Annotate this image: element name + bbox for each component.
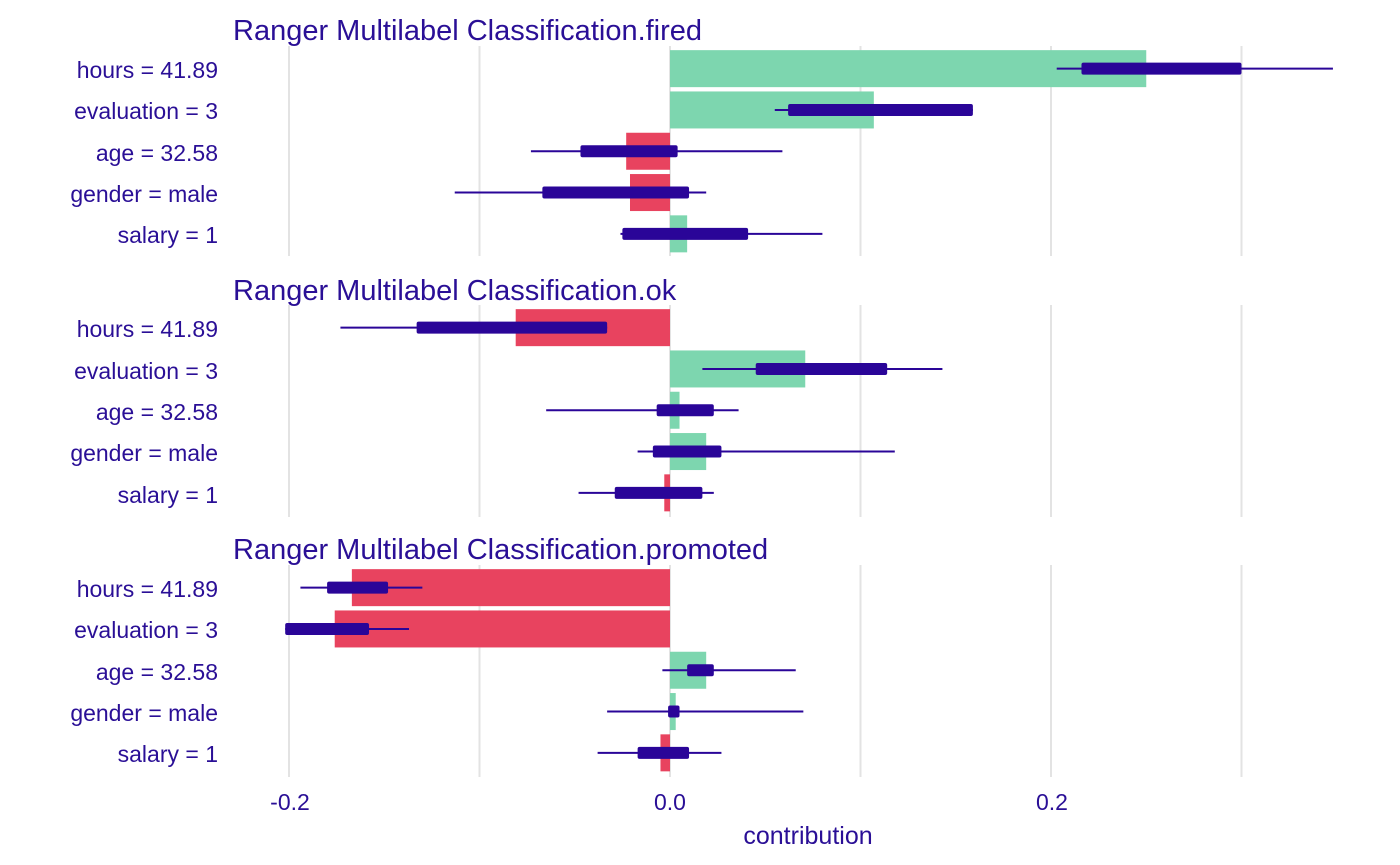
boxplot-box xyxy=(285,622,370,635)
row-label: evaluation = 3 xyxy=(74,617,218,643)
row-label: gender = male xyxy=(70,700,218,726)
row-label: hours = 41.89 xyxy=(77,57,218,83)
boxplot-box xyxy=(327,581,389,594)
row-label: gender = male xyxy=(70,440,218,466)
row-label: salary = 1 xyxy=(118,222,218,248)
panel-title-ok: Ranger Multilabel Classification.ok xyxy=(233,275,677,307)
x-tick-label-neg-0-2: -0.2 xyxy=(270,789,310,815)
boxplot-box xyxy=(637,746,690,759)
row-label: salary = 1 xyxy=(118,741,218,767)
row-label: age = 32.58 xyxy=(96,399,218,425)
boxplot-box xyxy=(656,404,714,417)
row-label: hours = 41.89 xyxy=(77,316,218,342)
boxplot-layer xyxy=(285,62,1333,759)
row-label: evaluation = 3 xyxy=(74,358,218,384)
row-label: age = 32.58 xyxy=(96,140,218,166)
boxplot-box xyxy=(416,321,608,334)
boxplot-box xyxy=(1081,62,1242,75)
panel-title-fired: Ranger Multilabel Classification.fired xyxy=(233,15,702,47)
boxplot-box xyxy=(668,705,680,718)
row-label: salary = 1 xyxy=(118,482,218,508)
grid-layer xyxy=(288,46,1243,777)
boxplot-box xyxy=(542,186,690,199)
boxplot-box xyxy=(687,664,714,677)
boxplot-box xyxy=(788,103,973,116)
panel-title-promoted: Ranger Multilabel Classification.promote… xyxy=(233,534,768,566)
row-label: age = 32.58 xyxy=(96,659,218,685)
x-tick-label-0-2: 0.2 xyxy=(1036,789,1068,815)
row-label: evaluation = 3 xyxy=(74,98,218,124)
boxplot-box xyxy=(652,445,722,458)
boxplot-box xyxy=(614,486,703,499)
boxplot-box xyxy=(580,145,678,158)
boxplot-box xyxy=(755,362,888,375)
bar-layer xyxy=(334,50,1147,772)
boxplot-box xyxy=(622,227,749,240)
row-label: gender = male xyxy=(70,181,218,207)
x-axis-title: contribution xyxy=(743,822,872,850)
row-label: hours = 41.89 xyxy=(77,576,218,602)
x-tick-label-0-0: 0.0 xyxy=(654,789,686,815)
